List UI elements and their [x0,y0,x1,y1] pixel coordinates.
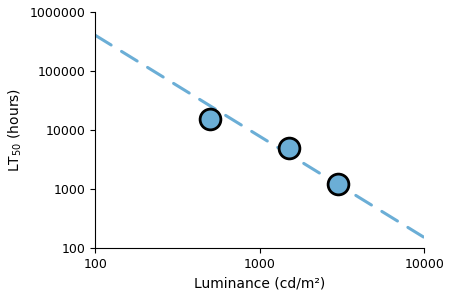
Point [207,117,214,122]
Y-axis label: LT$_{50}$ (hours): LT$_{50}$ (hours) [7,88,24,172]
X-axis label: Luminance (cd/m²): Luminance (cd/m²) [194,276,326,290]
Point [335,182,342,187]
Point [285,145,292,150]
